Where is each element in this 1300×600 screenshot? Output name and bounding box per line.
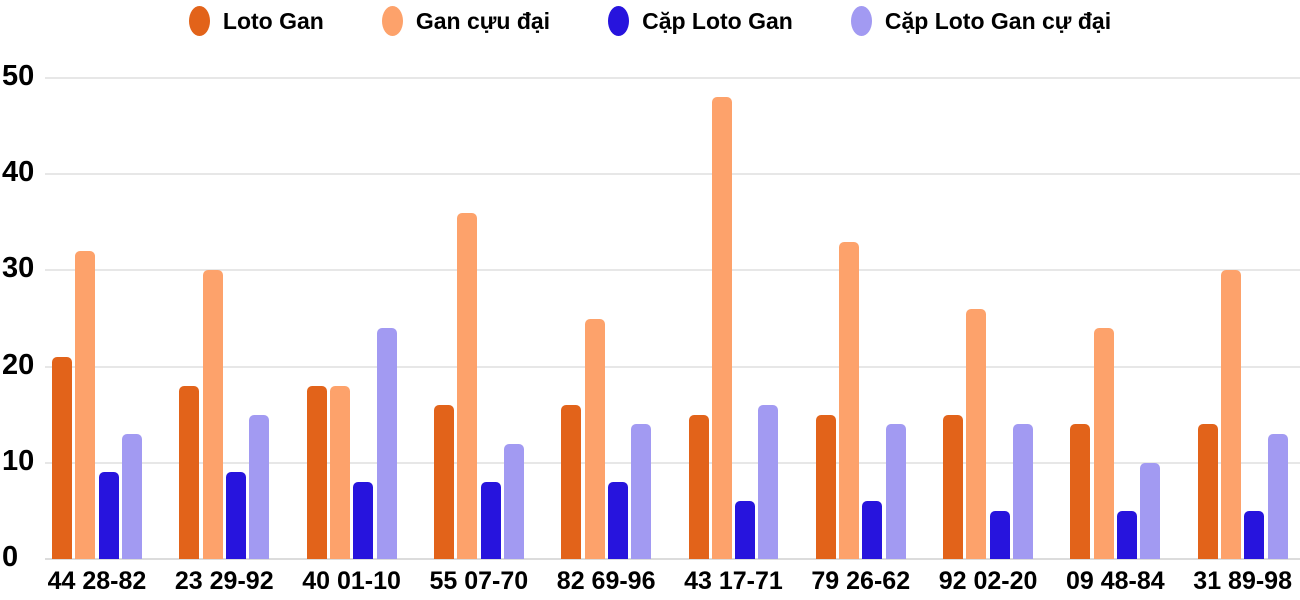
gridline-0 [45,558,1300,560]
y-axis-tick-label: 20 [2,348,35,381]
bar-cap-loto-gan [225,472,246,559]
bar-gan-cuu-dai [1221,270,1241,559]
bar-cap-loto-gan [480,482,501,559]
bar-cap-loto-gan [1244,510,1265,559]
legend-swatch-icon [381,6,403,36]
bar-loto-gan [943,414,964,559]
bar-cap-loto-gan-cu-dai [376,328,397,559]
bar-gan-cuu-dai [457,212,478,559]
bar-cap-loto-gan-cu-dai [121,433,142,559]
legend-swatch-icon [608,6,630,36]
gridline-30 [45,269,1300,272]
gridline-20 [45,365,1300,368]
bar-cap-loto-gan [353,482,374,559]
y-axis-tick-label: 30 [2,252,35,285]
legend-item-cap-loto-gan-cu-dai[interactable]: Cặp Loto Gan cự đại [850,6,1112,36]
legend-swatch-icon [188,6,210,36]
bar-gan-cuu-dai [1093,328,1114,559]
bar-gan-cuu-dai [202,270,223,559]
y-axis-tick-label: 40 [2,156,35,189]
legend-item-gan-cuu-dai[interactable]: Gan cựu đại [381,6,551,36]
bar-loto-gan [179,385,200,559]
bar-cap-loto-gan [98,472,119,559]
y-axis-tick-label: 10 [2,444,35,477]
x-axis-category-label: 79 26-62 [811,567,911,595]
bar-cap-loto-gan [862,501,883,559]
legend-swatch-icon [850,6,872,36]
bar-loto-gan [688,414,709,559]
bar-cap-loto-gan-cu-dai [758,405,779,559]
bar-cap-loto-gan [1117,510,1137,559]
bar-cap-loto-gan-cu-dai [1013,424,1033,559]
gridline-10 [45,461,1300,464]
bar-gan-cuu-dai [711,97,732,559]
bar-loto-gan [1197,424,1218,559]
bar-gan-cuu-dai [839,241,860,559]
x-axis-category-label: 43 17-71 [684,567,783,595]
bar-cap-loto-gan-cu-dai [631,424,652,559]
bar-cap-loto-gan-cu-dai [249,414,270,559]
y-axis-tick-label: 0 [2,541,19,574]
gridline-40 [45,173,1300,176]
bar-cap-loto-gan-cu-dai [1140,462,1161,559]
x-axis-category-label: 55 07-70 [429,567,529,595]
legend-label: Cặp Loto Gan cự đại [884,7,1112,34]
x-axis-category-label: 92 02-20 [938,567,1038,595]
x-axis-category-label: 09 48-84 [1065,567,1165,595]
gridline-50 [45,77,1300,79]
bar-gan-cuu-dai [75,251,96,559]
x-axis-category-label: 23 29-92 [174,567,274,595]
x-axis-category-label: 82 69-96 [556,567,656,595]
bar-gan-cuu-dai [584,318,605,559]
bar-loto-gan [1070,424,1091,559]
bar-loto-gan [561,405,582,559]
x-axis-category-label: 31 89-98 [1193,567,1292,595]
bar-cap-loto-gan-cu-dai [1267,433,1288,559]
chart-legend: Loto Gan Gan cựu đại Cặp Loto Gan Cặp Loto … [0,6,1300,36]
bar-gan-cuu-dai [966,308,987,559]
bar-loto-gan [306,385,327,559]
bar-cap-loto-gan-cu-dai [885,424,906,559]
legend-label: Cặp Loto Gan [642,7,793,34]
y-axis-tick-label: 50 [2,60,35,93]
bar-gan-cuu-dai [329,385,350,559]
bar-loto-gan [52,356,72,559]
bar-cap-loto-gan-cu-dai [503,443,524,559]
legend-label: Loto Gan [222,7,324,34]
x-axis-category-label: 40 01-10 [302,567,401,595]
legend-label: Gan cựu đại [415,7,551,34]
bar-cap-loto-gan [735,501,756,559]
x-axis-category-label: 44 28-82 [47,567,147,595]
legend-item-cap-loto-gan[interactable]: Cặp Loto Gan [608,6,793,36]
bar-cap-loto-gan [607,482,628,559]
bar-loto-gan [815,414,836,559]
legend-item-loto-gan[interactable]: Loto Gan [188,6,324,36]
bar-cap-loto-gan [989,510,1010,559]
bar-loto-gan [433,405,454,559]
